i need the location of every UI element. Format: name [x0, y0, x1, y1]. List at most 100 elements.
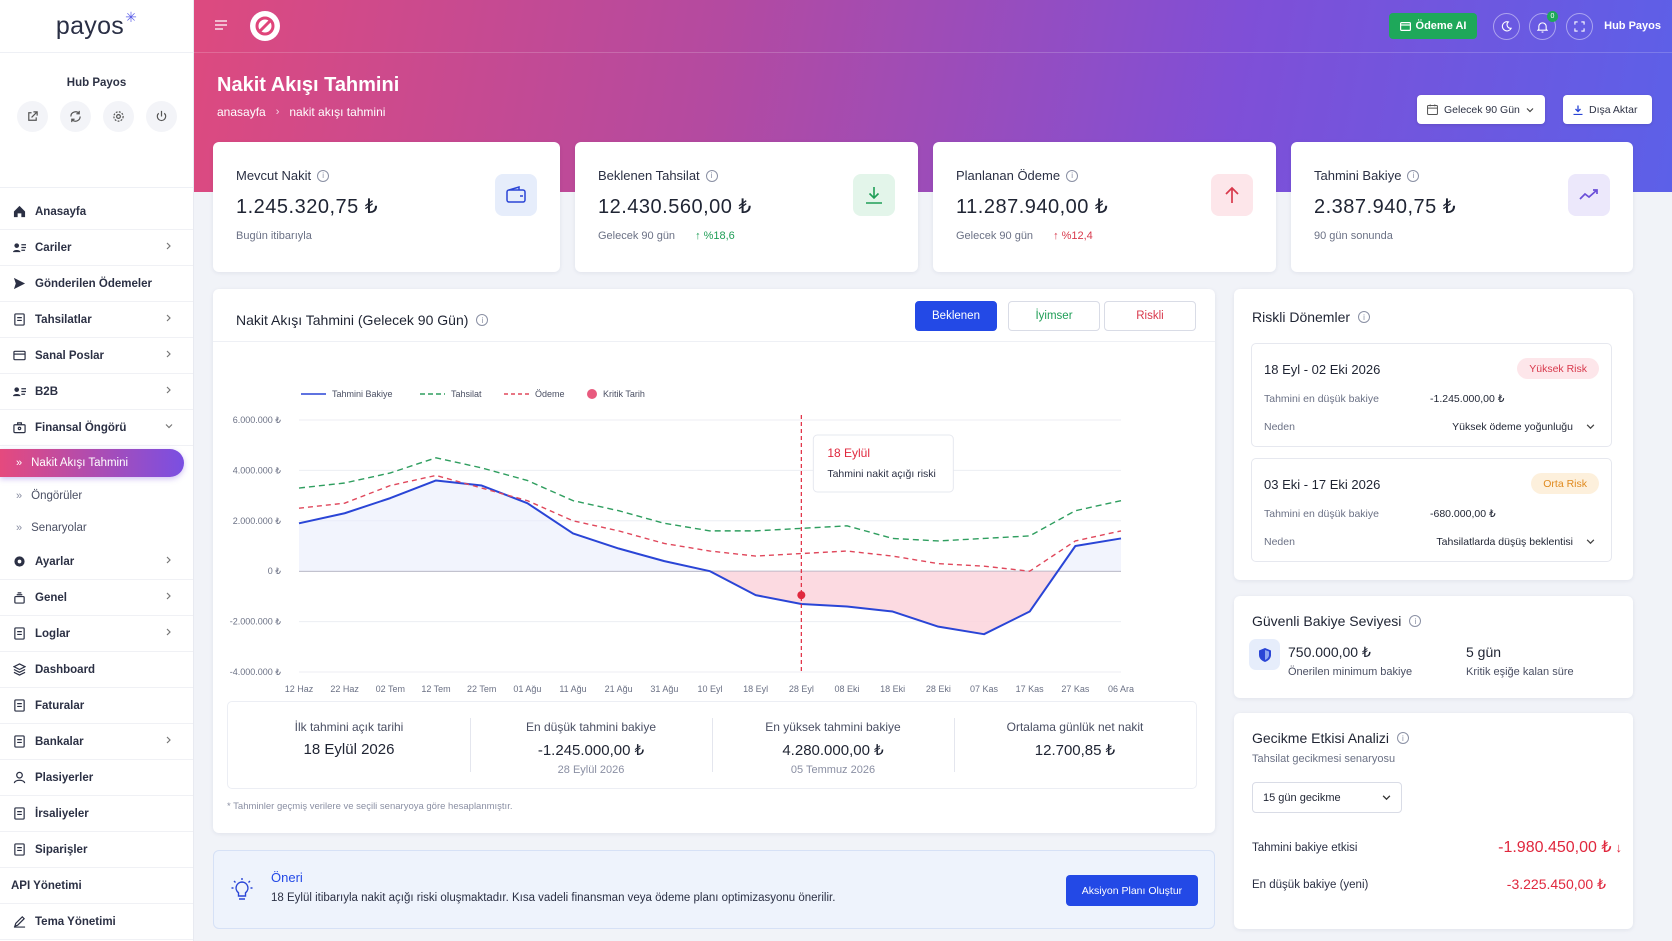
- scenario-riskli-button[interactable]: Riskli: [1104, 301, 1196, 331]
- forecast-card: Nakit Akışı Tahmini (Gelecek 90 Gün) i Be…: [213, 289, 1215, 833]
- logo-star-icon: ✳: [125, 8, 138, 25]
- delay-title: Gecikme Etkisi Analizi: [1252, 730, 1389, 746]
- breadcrumb-home[interactable]: anasayfa: [217, 105, 266, 119]
- x-tick-label: 18 Eyl: [743, 684, 768, 694]
- risk-reason: Yüksek ödeme yoğunluğu: [1452, 421, 1573, 433]
- layers-icon: [12, 663, 26, 677]
- sidebar-item-irsaliyeler[interactable]: İrsaliyeler: [0, 796, 193, 832]
- sidebar-item-cariler[interactable]: Cariler: [0, 230, 193, 266]
- period-select-value: Gelecek 90 Gün: [1444, 103, 1520, 116]
- external-link-icon[interactable]: [16, 101, 48, 132]
- chevron-double-icon: »: [16, 490, 23, 502]
- scenario-iyimser-button[interactable]: İyimser: [1008, 301, 1100, 331]
- sidebar-item-label: Cariler: [35, 241, 72, 254]
- sidebar-item-label: Tema Yönetimi: [35, 915, 116, 928]
- delay-effect-value: -1.980.450,00 ₺: [1498, 839, 1612, 856]
- sidebar-item-senaryolar[interactable]: » Senaryolar: [0, 512, 193, 544]
- x-tick-label: 06 Ara: [1108, 684, 1134, 694]
- arrow-up-icon: [1211, 174, 1253, 216]
- stat-label: Ortalama günlük net nakit: [1006, 720, 1144, 734]
- sidebar-item-plasiyerler[interactable]: Plasiyerler: [0, 760, 193, 796]
- risk-reason-label: Neden: [1264, 536, 1295, 548]
- fullscreen-icon[interactable]: [1566, 13, 1593, 40]
- pen-icon: [12, 915, 26, 929]
- sidebar-item-nakit-akisi-tahmini[interactable]: » Nakit Akışı Tahmini: [0, 449, 184, 477]
- document-icon: [12, 699, 26, 713]
- info-icon[interactable]: i: [1407, 169, 1420, 182]
- delay-select[interactable]: 15 gün gecikme: [1252, 782, 1402, 813]
- y-tick-label: 4.000.000 ₺: [233, 465, 282, 475]
- scenario-beklenen-button[interactable]: Beklenen: [915, 301, 997, 331]
- info-icon[interactable]: i: [1396, 732, 1409, 744]
- x-tick-label: 12 Haz: [285, 684, 314, 694]
- chevron-double-icon: »: [16, 457, 23, 469]
- kpi-sub: Bugün itibarıyla: [236, 230, 312, 242]
- kpi-trend: %18,6: [703, 230, 735, 242]
- sidebar-item-label: Sanal Poslar: [35, 349, 105, 362]
- info-icon[interactable]: i: [705, 169, 718, 182]
- period-select[interactable]: Gelecek 90 Gün: [1417, 95, 1545, 124]
- sidebar-item-tema-yonetimi[interactable]: Tema Yönetimi: [0, 904, 193, 940]
- info-icon[interactable]: i: [1066, 169, 1079, 182]
- sidebar-item-api-yonetimi[interactable]: API Yönetimi: [0, 868, 193, 904]
- topbar: Ödeme AI 0 Hub Payos: [194, 0, 1672, 53]
- stat-highest-balance: En yüksek tahmini bakiye 4.280.000,00 ₺ 05…: [712, 702, 954, 788]
- risk-item[interactable]: 03 Eki - 17 Eki 2026 Orta Risk Tahmini e…: [1251, 458, 1612, 562]
- sidebar-item-siparisler[interactable]: Siparişler: [0, 832, 193, 868]
- power-icon[interactable]: [145, 101, 177, 132]
- sidebar-item-finansal-ongoru[interactable]: Finansal Öngörü: [0, 410, 193, 446]
- odeme-ai-button[interactable]: Ödeme AI: [1389, 13, 1477, 39]
- info-icon[interactable]: i: [476, 314, 489, 326]
- chevron-right-icon: [165, 628, 173, 636]
- y-tick-label: 2.000.000 ₺: [233, 516, 282, 526]
- brand-icon[interactable]: [250, 11, 280, 41]
- x-tick-label: 22 Tem: [467, 684, 496, 694]
- sidebar-item-b2b[interactable]: B2B: [0, 374, 193, 410]
- sidebar-item-ayarlar[interactable]: Ayarlar: [0, 544, 193, 580]
- sidebar-item-faturalar[interactable]: Faturalar: [0, 688, 193, 724]
- sidebar-item-label: Genel: [35, 591, 67, 604]
- gear-icon[interactable]: [102, 101, 134, 132]
- breadcrumb: anasayfa › nakit akışı tahmini: [217, 105, 385, 119]
- x-tick-label: 11 Ağu: [559, 684, 586, 694]
- chevron-right-icon: [165, 386, 173, 394]
- theme-toggle-icon[interactable]: [1493, 13, 1520, 40]
- delay-select-value: 15 gün gecikme: [1263, 791, 1341, 804]
- info-icon[interactable]: i: [317, 169, 330, 182]
- sidebar-item-bankalar[interactable]: Bankalar: [0, 724, 193, 760]
- sidebar-item-dashboard[interactable]: Dashboard: [0, 652, 193, 688]
- sidebar-item-genel[interactable]: Genel: [0, 580, 193, 616]
- chevron-down-icon[interactable]: [1586, 422, 1595, 431]
- chevron-down-icon: [1382, 793, 1391, 802]
- delay-min-value: -3.225.450,00 ₺: [1506, 876, 1606, 892]
- topbar-user-name[interactable]: Hub Payos: [1604, 20, 1661, 32]
- sidebar-item-loglar[interactable]: Loglar: [0, 616, 193, 652]
- chevron-down-icon[interactable]: [1586, 537, 1595, 546]
- chevron-right-icon: [165, 242, 173, 250]
- risk-reason: Tahsilatlarda düşüş beklentisi: [1436, 536, 1573, 548]
- logo[interactable]: payos ✳: [0, 0, 193, 53]
- sidebar-item-ongoruler[interactable]: » Öngörüler: [0, 480, 193, 512]
- x-tick-label: 31 Ağu: [650, 684, 678, 694]
- sidebar: payos ✳ Hub Payos Anasayfa Cariler Gönder…: [0, 0, 194, 941]
- odeme-ai-label: Ödeme AI: [1415, 20, 1467, 32]
- sidebar-item-anasayfa[interactable]: Anasayfa: [0, 194, 193, 230]
- card-icon: [12, 349, 26, 363]
- document-icon: [12, 313, 26, 327]
- refresh-icon[interactable]: [59, 101, 91, 132]
- info-icon[interactable]: i: [1358, 311, 1371, 323]
- info-icon[interactable]: i: [1409, 615, 1422, 627]
- menu-toggle-icon[interactable]: [215, 20, 227, 30]
- notification-bell-icon[interactable]: 0: [1529, 11, 1558, 40]
- risk-range: 03 Eki - 17 Eki 2026: [1264, 477, 1381, 492]
- sidebar-item-gonderilen-odemeler[interactable]: Gönderilen Ödemeler: [0, 266, 193, 302]
- download-icon: [1573, 105, 1583, 115]
- risk-item[interactable]: 18 Eyl - 02 Eki 2026 Yüksek Risk Tahmini…: [1251, 343, 1612, 447]
- wallet-icon: [495, 174, 537, 216]
- kpi-label: Tahmini Bakiye: [1314, 168, 1402, 183]
- users-icon: [12, 241, 26, 255]
- export-button[interactable]: Dışa Aktar: [1563, 95, 1652, 124]
- sidebar-item-tahsilatlar[interactable]: Tahsilatlar: [0, 302, 193, 338]
- sidebar-item-sanal-poslar[interactable]: Sanal Poslar: [0, 338, 193, 374]
- action-plan-button[interactable]: Aksiyon Planı Oluştur: [1066, 875, 1198, 906]
